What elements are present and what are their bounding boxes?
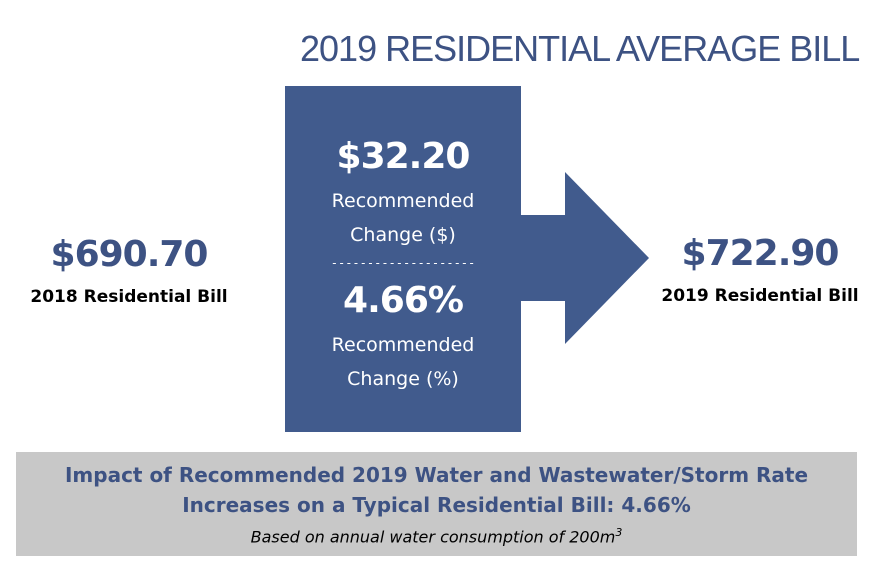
- center-change-box: $32.20 Recommended Change ($) ----------…: [285, 86, 521, 432]
- arrow-body: [285, 86, 649, 432]
- bill-2018-label: 2018 Residential Bill: [30, 287, 228, 307]
- impact-line-1: Impact of Recommended 2019 Water and Was…: [64, 463, 809, 487]
- dollar-change-label-line1: Recommended: [331, 190, 475, 212]
- consumption-note-superscript: 3: [615, 526, 623, 539]
- consumption-note: Based on annual water consumption of 200…: [16, 520, 857, 550]
- dollar-change-value: $32.20: [336, 136, 471, 177]
- percent-change-value: 4.66%: [343, 280, 464, 321]
- consumption-note-text: Based on annual water consumption of 200…: [250, 527, 616, 547]
- bill-2018-value: $690.70: [50, 234, 209, 275]
- bill-2019-value: $722.90: [681, 233, 840, 274]
- impact-summary-panel: Impact of Recommended 2019 Water and Was…: [16, 452, 857, 556]
- percent-change-label-line2: Change (%): [347, 368, 459, 390]
- impact-line-2: Increases on a Typical Residential Bill:…: [182, 493, 691, 517]
- dollar-change-label-line2: Change ($): [350, 224, 456, 246]
- separator-line: --------------------: [330, 256, 476, 270]
- percent-change-label-line1: Recommended: [331, 334, 475, 356]
- bill-2019-label: 2019 Residential Bill: [661, 286, 859, 306]
- page-title: 2019 RESIDENTIAL AVERAGE BILL: [300, 28, 860, 69]
